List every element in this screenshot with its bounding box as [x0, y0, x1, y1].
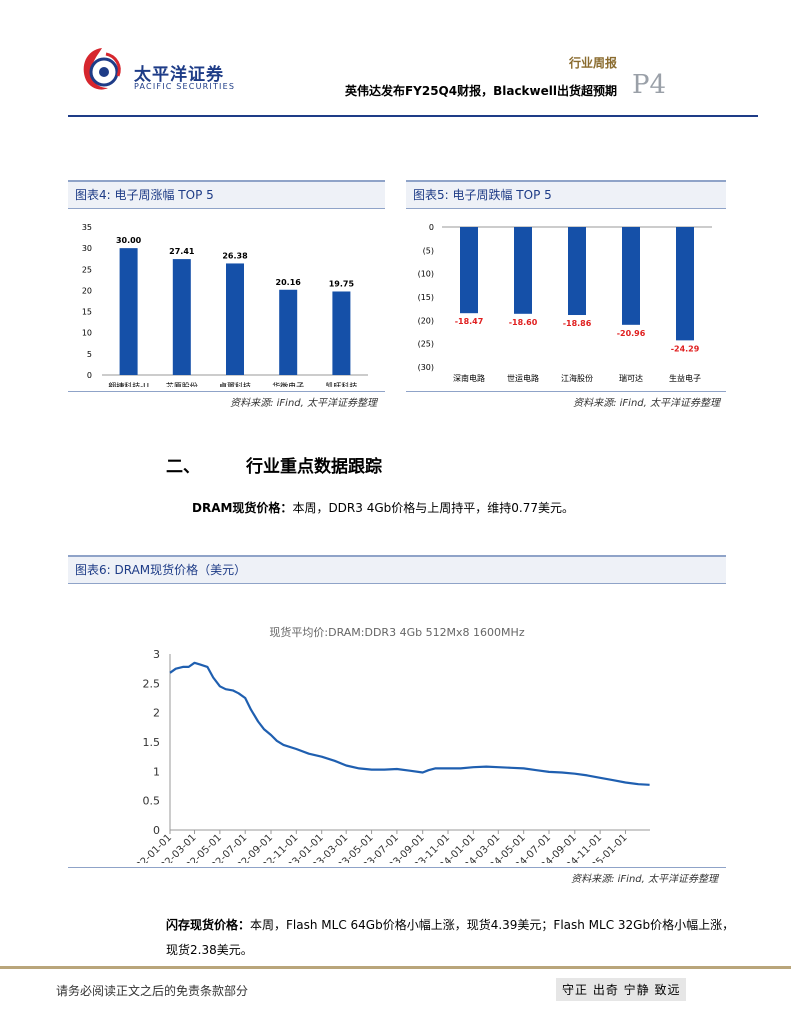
fig4-bar	[332, 291, 351, 375]
fig4-data-label: 27.41	[169, 247, 195, 256]
fig4-category-label: 卓翼科技	[219, 381, 251, 387]
flash-paragraph: 闪存现货价格：本周，Flash MLC 64Gb价格小幅上涨，现货4.39美元；…	[166, 913, 746, 963]
fig5-data-label: -18.60	[509, 318, 538, 327]
brand-name-en: PACIFIC SECURITIES	[134, 82, 236, 91]
fig6-ytick-label: 2	[153, 707, 160, 720]
figure-6-title-bar: 图表6: DRAM现货价格（美元）	[68, 555, 726, 584]
figure-4-source-rule	[68, 391, 385, 392]
figure-5-source: 资料来源: iFind, 太平洋证券整理	[573, 398, 720, 409]
fig4-data-label: 30.00	[116, 236, 142, 245]
fig5-data-label: -18.86	[563, 319, 592, 328]
fig5-bar	[460, 227, 478, 314]
figure-6-source: 资料来源: iFind, 太平洋证券整理	[571, 874, 718, 885]
fig5-bar	[622, 227, 640, 325]
fig4-category-label: 芯原股份	[166, 381, 198, 387]
brand-name: 太平洋证券	[134, 65, 224, 85]
fig5-ytick-label: (30)	[418, 363, 434, 372]
figure-4-title-bar: 图表4: 电子周涨幅 TOP 5	[68, 180, 385, 209]
dram-paragraph: DRAM现货价格：本周，DDR3 4Gb价格与上周持平，维持0.77美元。	[192, 496, 752, 521]
figure-5-title: 图表5: 电子周跌幅 TOP 5	[413, 188, 552, 202]
flash-text: 本周，Flash MLC 64Gb价格小幅上涨，现货4.39美元；Flash M…	[166, 918, 735, 957]
figure-6-chart: 现货平均价:DRAM:DDR3 4Gb 512Mx8 1600MHz 0 0.5 1 1…	[125, 625, 650, 881]
dram-text: 本周，DDR3 4Gb价格与上周持平，维持0.77美元。	[292, 501, 574, 515]
fig4-ytick-label: 10	[82, 329, 92, 338]
fig5-data-label: -24.29	[671, 344, 700, 353]
footer-slogan: 守正 出奇 宁静 致远	[556, 978, 687, 1001]
fig4-bar	[279, 289, 298, 375]
fig5-category-label: 生益电子	[669, 373, 701, 383]
figure-6-source-rule	[68, 867, 726, 868]
fig5-category-label: 深南电路	[453, 373, 485, 383]
fig5-bar	[514, 227, 532, 314]
fig5-category-label: 世运电路	[507, 373, 539, 383]
fig4-ytick-label: 30	[82, 244, 92, 253]
fig5-ytick-label: (25)	[418, 340, 434, 349]
fig6-ytick-label: 0.5	[143, 795, 161, 808]
figure-4-source: 资料来源: iFind, 太平洋证券整理	[230, 398, 377, 409]
fig4-bar	[172, 259, 191, 375]
fig4-bar	[119, 248, 138, 375]
footer-disclaimer: 请务必阅读正文之后的免责条款部分	[56, 984, 249, 998]
fig4-category-label: 华微电子	[272, 381, 304, 387]
figure-5: 图表5: 电子周跌幅 TOP 5 0 (5) (10) (15) (20) (25) (30…	[406, 180, 726, 409]
fig6-chart-title: 现货平均价:DRAM:DDR3 4Gb 512Mx8 1600MHz	[269, 625, 524, 639]
fig4-category-label: 翱捷科技-U	[108, 381, 149, 387]
fig5-category-label: 瑞可达	[619, 373, 643, 383]
report-title: 英伟达发布FY25Q4财报，Blackwell出货超预期	[344, 84, 617, 98]
section-title: 行业重点数据跟踪	[246, 457, 382, 477]
fig6-ytick-label: 3	[153, 648, 160, 661]
header-divider	[68, 115, 758, 117]
fig5-ytick-label: (5)	[423, 246, 434, 255]
fig5-bar	[676, 227, 694, 341]
fig5-ytick-label: (10)	[418, 270, 434, 279]
fig6-ytick-label: 0	[153, 824, 160, 837]
fig6-ytick-label: 1.5	[143, 736, 161, 749]
pacific-securities-logo-icon	[83, 48, 121, 90]
figure-6-title: 图表6: DRAM现货价格（美元）	[75, 563, 247, 577]
flash-label: 闪存现货价格：	[166, 918, 251, 932]
fig4-ytick-label: 20	[82, 286, 92, 295]
fig5-category-label: 江海股份	[561, 373, 593, 383]
report-type: 行业周报	[568, 56, 617, 70]
fig4-category-label: 凯旺科技	[325, 381, 357, 387]
figure-4: 图表4: 电子周涨幅 TOP 5 0 5 10 15 20 25 30 35 30.00 翱捷科技…	[68, 180, 385, 409]
fig4-ytick-label: 15	[82, 308, 92, 317]
fig6-ytick-label: 1	[153, 765, 160, 778]
figure-6: 图表6: DRAM现货价格（美元） 现货平均价:DRAM:DDR3 4Gb 51…	[68, 555, 726, 885]
figure-4-chart: 0 5 10 15 20 25 30 35 30.00 翱捷科技-U 27.41 芯原股份 26.38 卓…	[82, 223, 368, 391]
fig6-series-line	[169, 661, 650, 786]
fig5-ytick-label: 0	[429, 223, 434, 232]
fig4-ytick-label: 0	[87, 371, 92, 380]
fig5-ytick-label: (15)	[418, 293, 434, 302]
fig4-ytick-label: 5	[87, 350, 92, 359]
fig4-data-label: 26.38	[222, 251, 248, 260]
dram-label: DRAM现货价格：	[192, 501, 293, 515]
fig4-ytick-label: 25	[82, 265, 92, 274]
figure-5-chart: 0 (5) (10) (15) (20) (25) (30) -18.47 深南电路 -18.60…	[418, 223, 712, 383]
fig5-ytick-label: (20)	[418, 316, 434, 325]
fig4-data-label: 20.16	[276, 278, 302, 287]
fig6-ytick-label: 2.5	[143, 677, 161, 690]
page-number: P4	[632, 70, 667, 100]
footer-divider	[0, 966, 791, 969]
fig4-ytick-label: 35	[82, 223, 92, 232]
fig4-data-label: 19.75	[329, 279, 355, 288]
fig5-bar	[568, 227, 586, 316]
section-number: 二、	[166, 457, 200, 477]
figure-4-title: 图表4: 电子周涨幅 TOP 5	[75, 188, 214, 202]
figure-5-title-bar: 图表5: 电子周跌幅 TOP 5	[406, 180, 726, 209]
figure-5-source-rule	[406, 391, 726, 392]
fig5-data-label: -20.96	[617, 329, 646, 338]
fig5-data-label: -18.47	[455, 317, 484, 326]
fig4-bar	[226, 263, 244, 375]
